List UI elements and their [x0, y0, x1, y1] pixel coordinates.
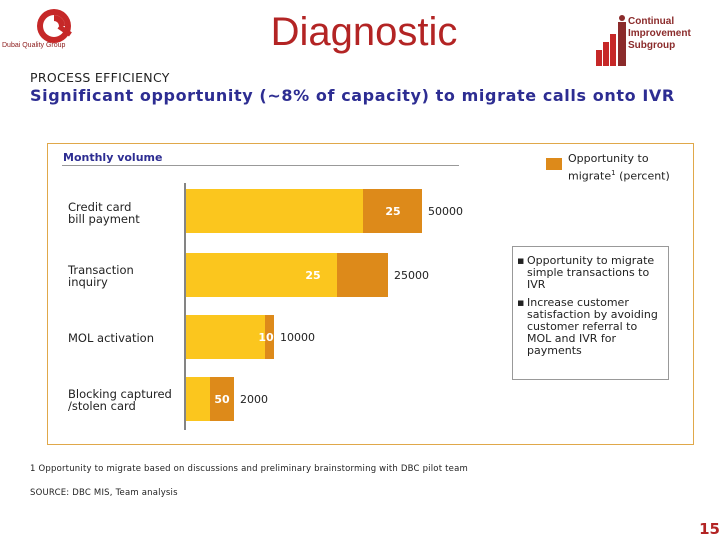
page-number: 15: [699, 520, 720, 538]
bar-opportunity-segment: [363, 189, 422, 233]
footnote: 1 Opportunity to migrate based on discus…: [30, 464, 468, 474]
bar-remaining-volume: [186, 315, 265, 359]
legend-line: migrate1 (percent): [568, 166, 670, 184]
source-note: SOURCE: DBC MIS, Team analysis: [30, 488, 178, 498]
category-line: /stolen card: [68, 399, 136, 413]
dubai-quality-group-logo: [37, 9, 72, 43]
section-kicker: PROCESS EFFICIENCY: [30, 70, 170, 85]
right-logo-line: Improvement: [628, 28, 691, 39]
category-line: bill payment: [68, 212, 140, 226]
bar-opportunity-segment: [210, 377, 234, 421]
opportunity-percent-label: 50: [214, 393, 230, 406]
bar-value-label: 2000: [240, 393, 268, 406]
category-label-mol: MOL activation: [68, 332, 154, 344]
right-logo-caption: Continual Improvement Subgroup: [628, 16, 691, 52]
legend-footnote-mark: 1: [611, 169, 616, 177]
category-line: Blocking captured: [68, 387, 172, 401]
category-line: MOL activation: [68, 331, 154, 345]
opportunity-percent-label: 25: [305, 269, 320, 282]
legend-label: Opportunity to migrate1 (percent): [568, 152, 670, 184]
category-line: inquiry: [68, 275, 108, 289]
category-label-blocking: Blocking captured /stolen card: [68, 388, 172, 412]
callout-bullet: Opportunity to migrate simple transactio…: [517, 255, 664, 291]
category-label-transaction: Transaction inquiry: [68, 264, 134, 288]
category-label-credit-card: Credit card bill payment: [68, 201, 140, 225]
bar-value-label: 25000: [394, 269, 429, 282]
page-title: Diagnostic: [270, 10, 458, 54]
right-logo-line: Continual: [628, 16, 675, 27]
chart-title-rule: [62, 165, 459, 166]
legend-text-migrate: migrate: [568, 169, 612, 183]
opportunity-percent-label: 10: [258, 331, 274, 344]
bar-value-label: 10000: [280, 331, 315, 344]
left-logo-caption: Dubai Quality Group: [2, 42, 66, 49]
bar-opportunity-segment: [337, 253, 388, 297]
chart-panel: [47, 143, 694, 445]
callout-bullet: Increase customer satisfaction by avoidi…: [517, 297, 664, 357]
chart-title: Monthly volume: [63, 151, 163, 164]
bar-remaining-volume: [186, 189, 363, 233]
bar-remaining-volume: [186, 377, 210, 421]
continual-improvement-logo: [596, 15, 626, 66]
category-line: Transaction: [68, 263, 134, 277]
bar-value-label: 50000: [428, 205, 463, 218]
legend-swatch-opportunity: [546, 158, 562, 170]
bar-remaining-volume: [186, 253, 337, 297]
callout-box: Opportunity to migrate simple transactio…: [512, 246, 669, 380]
opportunity-percent-label: 25: [385, 205, 400, 218]
legend-text-suffix: (percent): [615, 169, 670, 183]
bar-opportunity-segment: [265, 315, 274, 359]
legend-line: Opportunity to: [568, 152, 649, 165]
right-logo-line: Subgroup: [628, 40, 676, 51]
slide-headline: Significant opportunity (~8% of capacity…: [30, 86, 675, 105]
category-line: Credit card: [68, 200, 132, 214]
